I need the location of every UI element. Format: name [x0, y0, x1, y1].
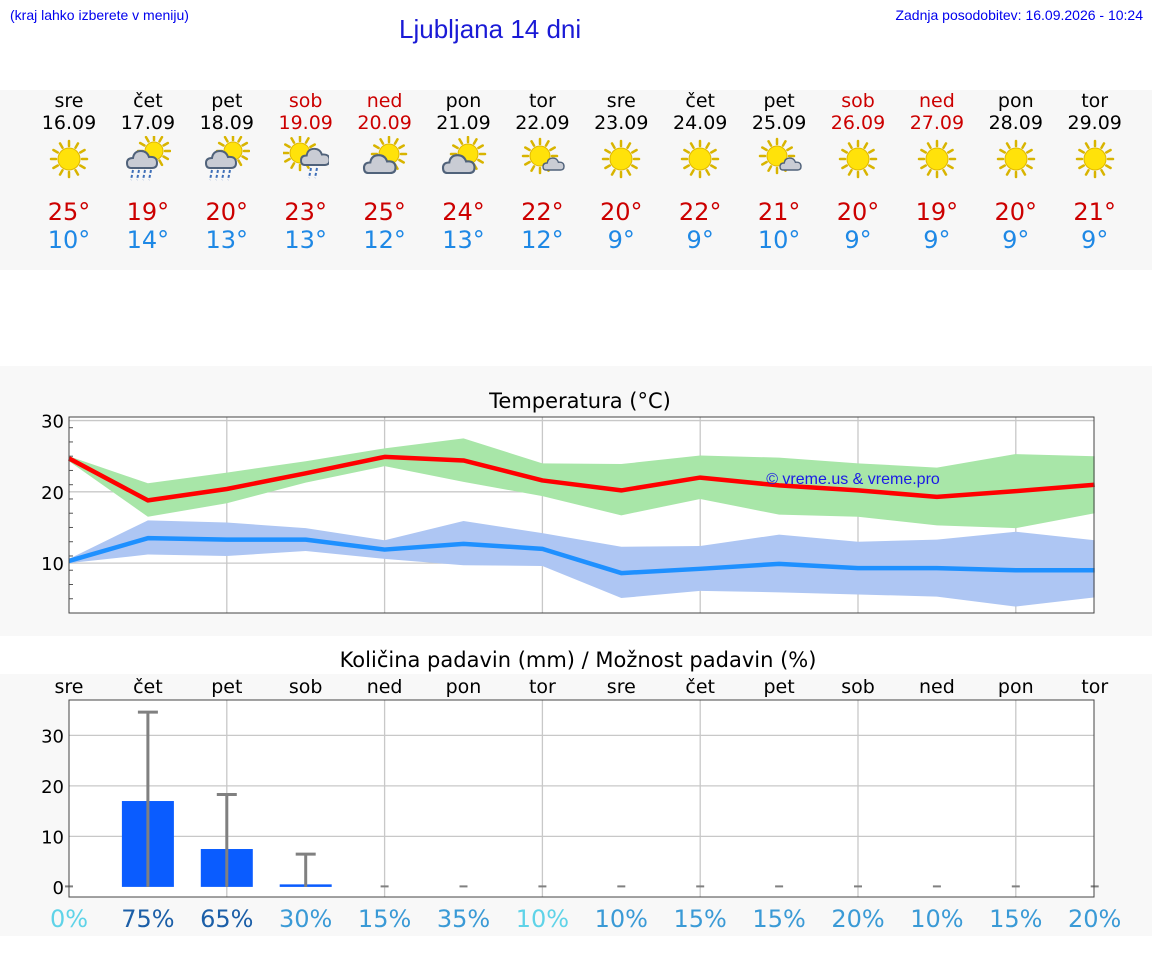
max-temperature: 19°	[126, 198, 170, 226]
day-name: sre	[54, 90, 84, 112]
min-temperature: 13°	[205, 226, 249, 254]
day-date: 26.09	[830, 112, 886, 134]
y-tick-label: 20	[41, 483, 64, 504]
day-name: čet	[685, 90, 715, 112]
min-temperature: 12°	[363, 226, 406, 254]
day-name: pon	[997, 90, 1034, 112]
sun-cloud-rain-icon	[204, 136, 250, 181]
day-name: pet	[211, 90, 243, 112]
day-date: 23.09	[594, 112, 649, 134]
day-name: čet	[133, 90, 163, 112]
sun-icon	[996, 139, 1036, 179]
min-temperature: 9°	[607, 226, 635, 254]
max-temperature: 20°	[836, 198, 880, 226]
min-temperature: 9°	[686, 226, 714, 254]
max-temperature: 20°	[994, 198, 1038, 226]
min-temperature: 9°	[923, 226, 951, 254]
sun-icon	[917, 139, 957, 179]
daily-forecast-strip: sre 16.09 25° 10° čet 17.09 19° 14° pet 18.09 20° 1…	[0, 90, 1152, 270]
day-name: tor	[528, 90, 556, 112]
location-hint: (kraj lahko izberete v meniju)	[10, 7, 189, 23]
max-temperature: 22°	[521, 198, 564, 226]
y-tick-label: 10	[41, 554, 64, 575]
temperature-chart: 10 20 30 Temperatura (°C) © vreme.us & vreme…	[41, 389, 1095, 614]
day-date: 17.09	[120, 112, 176, 134]
max-temperature: 20°	[600, 198, 643, 226]
sun-icon	[49, 139, 89, 179]
max-temperature: 21°	[1073, 198, 1116, 226]
day-date: 28.09	[988, 112, 1043, 134]
max-temperature: 24°	[442, 198, 485, 226]
sun-cloud-icon	[441, 136, 486, 175]
copyright-watermark: © vreme.us & vreme.pro	[766, 471, 940, 488]
sun-cloud-rain-icon	[125, 136, 171, 181]
day-date: 21.09	[436, 112, 491, 134]
min-temperature: 12°	[521, 226, 564, 254]
temperature-chart-title: Temperatura (°C)	[488, 389, 671, 413]
max-temperature: 21°	[757, 198, 801, 226]
sun-cloud-drizzle-icon	[282, 136, 329, 179]
day-date: 20.09	[357, 112, 412, 134]
day-date: 24.09	[672, 112, 728, 134]
sun-small-cloud-icon	[522, 137, 566, 175]
max-temperature: 19°	[915, 198, 959, 226]
day-date: 19.09	[278, 112, 333, 134]
sun-icon	[602, 139, 641, 179]
min-temperature: 10°	[47, 226, 91, 254]
precipitation-chart-title: Količina padavin (mm) / Možnost padavin …	[340, 648, 817, 672]
sun-cloud-icon	[362, 136, 407, 175]
day-date: 27.09	[909, 112, 965, 134]
max-temperature: 23°	[284, 198, 327, 226]
day-name: pon	[445, 90, 482, 112]
day-date: 16.09	[41, 112, 97, 134]
min-temperature-line	[68, 535, 1095, 576]
max-temperature-line	[67, 454, 1095, 503]
day-name: tor	[1081, 90, 1109, 112]
sun-icon	[680, 139, 720, 179]
min-temperature: 13°	[442, 226, 485, 254]
min-temperature: 13°	[284, 226, 327, 254]
sun-icon	[838, 139, 878, 179]
max-temperature: 25°	[47, 198, 91, 226]
plot-frame	[68, 416, 1095, 614]
precipitation-panel-bg	[0, 674, 1152, 936]
day-date: 22.09	[515, 112, 570, 134]
min-temperature: 14°	[126, 226, 170, 254]
y-tick-label: 30	[41, 412, 64, 433]
day-name: ned	[366, 90, 403, 112]
day-date: 29.09	[1067, 112, 1122, 134]
day-name: pet	[763, 90, 795, 112]
sun-small-cloud-icon	[758, 137, 802, 175]
page-title: Ljubljana 14 dni	[399, 14, 582, 44]
day-name: sre	[606, 90, 636, 112]
max-temperature: 20°	[205, 198, 249, 226]
day-name: sob	[288, 90, 323, 112]
max-temperature: 22°	[678, 198, 722, 226]
min-temperature: 10°	[757, 226, 801, 254]
sun-icon	[1075, 139, 1114, 179]
day-name: sob	[841, 90, 875, 112]
max-temperature: 25°	[363, 198, 406, 226]
last-updated: Zadnja posodobitev: 16.09.2026 - 10:24	[895, 7, 1143, 23]
min-temperature: 9°	[844, 226, 872, 254]
day-date: 25.09	[751, 112, 807, 134]
day-name: ned	[918, 90, 955, 112]
min-temperature: 9°	[1002, 226, 1030, 254]
day-date: 18.09	[199, 112, 254, 134]
min-temperature: 9°	[1081, 226, 1109, 254]
